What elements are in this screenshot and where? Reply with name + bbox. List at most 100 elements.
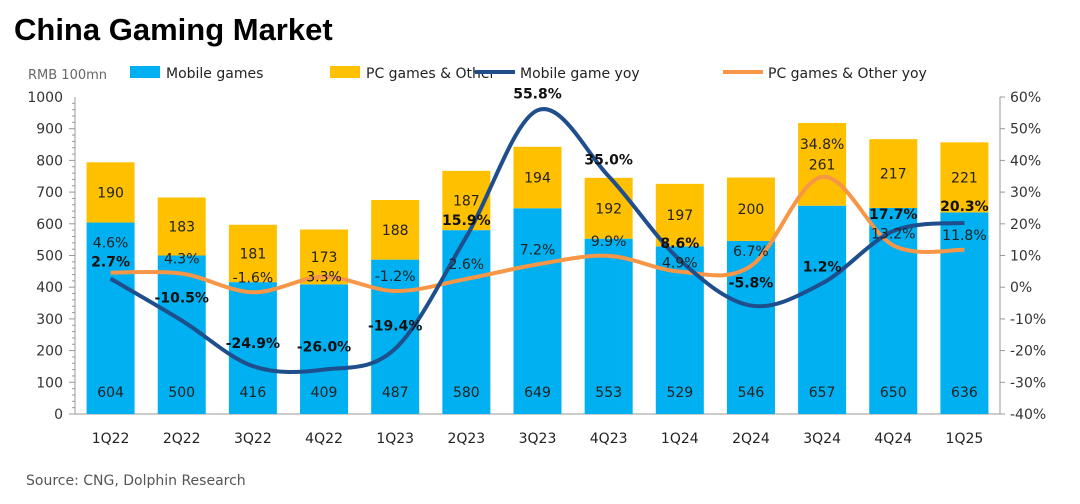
data-label-pc-yoy: 2.6% <box>449 257 485 273</box>
bar-pc-games <box>584 177 633 239</box>
data-label-mobile-yoy: 2.7% <box>91 255 130 271</box>
data-label-pc: 190 <box>97 185 124 201</box>
bar-mobile-games <box>371 259 420 414</box>
bar-mobile-games <box>86 222 135 414</box>
x-tick-label: 4Q22 <box>305 431 343 447</box>
data-label-mobile-yoy: -10.5% <box>155 290 209 306</box>
data-label-pc: 200 <box>738 202 765 218</box>
bar-pc-games <box>726 177 775 241</box>
data-label-pc: 194 <box>524 171 551 187</box>
data-label-pc: 221 <box>951 170 978 186</box>
y-tick-label: 200 <box>36 344 63 360</box>
y-tick-label: 900 <box>36 122 63 138</box>
data-label-mobile-yoy: 15.9% <box>442 213 491 229</box>
legend-swatch <box>130 66 160 78</box>
data-label-mobile-yoy: -19.4% <box>368 319 422 335</box>
data-label-pc: 192 <box>595 201 622 217</box>
y2-tick-label: 60% <box>1010 90 1041 106</box>
y-tick-label: 800 <box>36 153 63 169</box>
y2-tick-label: -30% <box>1010 375 1046 391</box>
y-axis-unit: RMB 100mn <box>28 68 108 83</box>
bar-pc-games <box>655 183 704 247</box>
y-tick-label: 0 <box>54 407 63 423</box>
data-label-mobile-yoy: -24.9% <box>226 336 280 352</box>
bar-mobile-games <box>513 208 562 414</box>
data-label-mobile: 416 <box>240 385 267 401</box>
data-label-mobile: 529 <box>666 385 693 401</box>
legend-label: Mobile games <box>166 66 263 82</box>
data-label-pc: 187 <box>453 194 480 210</box>
data-label-pc: 173 <box>311 250 338 266</box>
data-label-pc: 181 <box>240 246 267 262</box>
data-label-pc-yoy: 34.8% <box>800 137 844 153</box>
legend-swatch <box>330 66 360 78</box>
data-label-pc: 188 <box>382 223 409 239</box>
data-label-pc: 217 <box>880 167 907 183</box>
line-pc-yoy <box>110 174 965 295</box>
data-label-mobile: 409 <box>311 385 338 401</box>
y2-tick-label: -10% <box>1010 312 1046 328</box>
y2-tick-label: 10% <box>1010 249 1041 265</box>
data-label-mobile: 649 <box>524 385 551 401</box>
data-label-mobile-yoy: -26.0% <box>297 340 351 356</box>
data-label-mobile: 500 <box>168 385 195 401</box>
x-tick-label: 1Q25 <box>946 431 984 447</box>
bar-mobile-games <box>584 238 633 414</box>
y-tick-label: 1000 <box>27 90 63 106</box>
data-label-mobile-yoy: 1.2% <box>803 259 842 275</box>
x-tick-label: 4Q24 <box>874 431 912 447</box>
bar-mobile-games <box>798 205 847 414</box>
data-label-pc-yoy: 13.2% <box>871 226 915 242</box>
bar-pc-games <box>371 200 420 260</box>
data-label-mobile: 487 <box>382 385 409 401</box>
legend-label: PC games & Other yoy <box>768 66 927 82</box>
bar-pc-games <box>228 224 277 283</box>
x-tick-label: 3Q23 <box>519 431 557 447</box>
bar-mobile-games <box>300 284 349 414</box>
data-label-pc-yoy: 3.3% <box>306 270 342 286</box>
y-tick-label: 300 <box>36 312 63 328</box>
data-label-mobile: 650 <box>880 385 907 401</box>
data-label-mobile-yoy: -5.8% <box>729 276 774 292</box>
bar-mobile-games <box>940 212 989 414</box>
data-label-pc: 197 <box>666 208 693 224</box>
x-tick-label: 1Q23 <box>376 431 414 447</box>
bar-mobile-games <box>228 282 277 414</box>
bar-mobile-games <box>726 240 775 414</box>
y-tick-label: 400 <box>36 280 63 296</box>
y-tick-label: 500 <box>36 249 63 265</box>
y-tick-label: 100 <box>36 375 63 391</box>
legend-label: PC games & Other <box>366 66 495 82</box>
y2-tick-label: 50% <box>1010 122 1041 138</box>
data-label-pc-yoy: 11.8% <box>942 228 986 244</box>
y2-tick-label: -40% <box>1010 407 1046 423</box>
data-label-pc: 261 <box>809 157 836 173</box>
data-label-mobile-yoy: 20.3% <box>940 199 989 215</box>
data-label-pc-yoy: -1.6% <box>233 270 274 286</box>
data-label-mobile-yoy: 55.8% <box>513 86 562 102</box>
x-tick-label: 3Q24 <box>803 431 841 447</box>
bar-mobile-games <box>157 255 206 414</box>
x-tick-label: 3Q22 <box>234 431 272 447</box>
y-tick-label: 600 <box>36 217 63 233</box>
chart-title: China Gaming Market <box>14 12 333 47</box>
data-label-pc-yoy: 4.9% <box>662 256 698 272</box>
x-tick-label: 2Q24 <box>732 431 770 447</box>
data-label-mobile-yoy: 17.7% <box>869 207 918 223</box>
x-tick-label: 2Q22 <box>163 431 201 447</box>
data-label-pc-yoy: 4.6% <box>93 236 129 252</box>
y2-tick-label: 0% <box>1010 280 1032 296</box>
data-label-pc-yoy: -1.2% <box>375 269 416 285</box>
data-label-mobile: 657 <box>809 385 836 401</box>
data-label-mobile: 636 <box>951 385 978 401</box>
data-label-mobile-yoy: 8.6% <box>660 236 699 252</box>
x-tick-label: 1Q24 <box>661 431 699 447</box>
legend-label: Mobile game yoy <box>520 66 640 82</box>
y-tick-label: 700 <box>36 185 63 201</box>
data-label-mobile: 546 <box>738 385 765 401</box>
data-label-pc-yoy: 6.7% <box>733 244 769 260</box>
bar-pc-games <box>442 170 491 231</box>
x-tick-label: 4Q23 <box>590 431 628 447</box>
